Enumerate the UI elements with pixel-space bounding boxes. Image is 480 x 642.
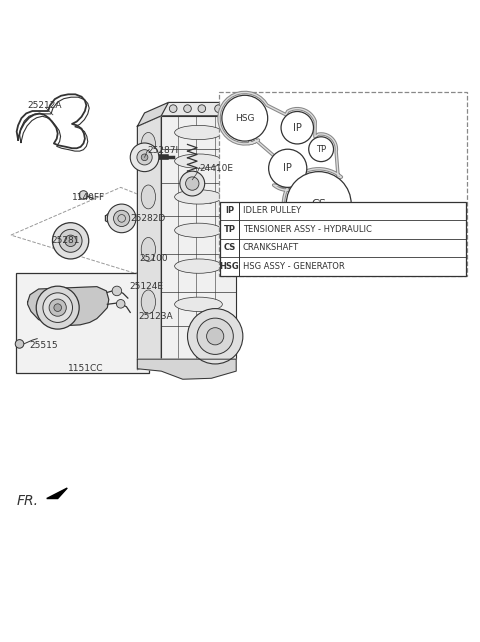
Text: IDLER PULLEY: IDLER PULLEY xyxy=(243,207,301,216)
Circle shape xyxy=(215,105,222,112)
Text: TENSIONER ASSY - HYDRAULIC: TENSIONER ASSY - HYDRAULIC xyxy=(243,225,372,234)
Ellipse shape xyxy=(141,185,156,209)
Text: TP: TP xyxy=(316,144,326,153)
Text: TP: TP xyxy=(224,225,236,234)
Polygon shape xyxy=(137,103,168,126)
Polygon shape xyxy=(28,286,109,325)
Polygon shape xyxy=(161,116,236,359)
Circle shape xyxy=(206,327,224,345)
Circle shape xyxy=(180,171,204,196)
FancyBboxPatch shape xyxy=(220,202,466,275)
Text: IP: IP xyxy=(283,163,292,173)
Text: HSG: HSG xyxy=(220,262,240,271)
Text: 25282D: 25282D xyxy=(130,214,166,223)
Circle shape xyxy=(137,150,152,165)
Circle shape xyxy=(186,177,199,190)
Ellipse shape xyxy=(175,154,222,168)
Ellipse shape xyxy=(43,293,72,322)
Text: IP: IP xyxy=(225,207,234,216)
Circle shape xyxy=(169,105,177,112)
Circle shape xyxy=(184,105,192,112)
Text: FR.: FR. xyxy=(17,494,39,508)
Polygon shape xyxy=(137,359,236,379)
Ellipse shape xyxy=(36,286,79,329)
Ellipse shape xyxy=(54,304,61,311)
Circle shape xyxy=(116,300,125,308)
Text: IP: IP xyxy=(293,123,302,133)
Text: 25212A: 25212A xyxy=(28,101,62,110)
Circle shape xyxy=(222,95,268,141)
Text: 25515: 25515 xyxy=(29,342,58,351)
Polygon shape xyxy=(137,116,161,370)
Ellipse shape xyxy=(141,132,156,157)
Circle shape xyxy=(65,235,76,247)
Circle shape xyxy=(79,191,88,199)
Circle shape xyxy=(112,286,121,296)
FancyBboxPatch shape xyxy=(16,273,149,374)
Ellipse shape xyxy=(141,290,156,314)
Circle shape xyxy=(114,211,130,227)
Text: 24410E: 24410E xyxy=(199,164,233,173)
Circle shape xyxy=(227,105,234,112)
Circle shape xyxy=(309,137,334,162)
Text: 25100: 25100 xyxy=(140,254,168,263)
Text: 1140FF: 1140FF xyxy=(72,193,105,202)
Circle shape xyxy=(52,223,89,259)
Circle shape xyxy=(286,171,351,236)
Circle shape xyxy=(130,143,159,171)
Text: 1151CC: 1151CC xyxy=(68,364,104,373)
Circle shape xyxy=(188,309,243,364)
FancyBboxPatch shape xyxy=(218,92,467,275)
Polygon shape xyxy=(106,211,135,227)
Text: CS: CS xyxy=(312,199,326,209)
Text: 25281: 25281 xyxy=(51,236,80,245)
Ellipse shape xyxy=(175,223,222,238)
Circle shape xyxy=(108,204,136,232)
Polygon shape xyxy=(47,488,67,499)
Circle shape xyxy=(281,112,313,144)
Ellipse shape xyxy=(175,125,222,140)
Ellipse shape xyxy=(49,299,66,317)
Ellipse shape xyxy=(141,238,156,261)
Ellipse shape xyxy=(175,259,222,273)
Text: 25123A: 25123A xyxy=(139,312,173,321)
Circle shape xyxy=(269,149,307,187)
Text: CS: CS xyxy=(223,243,236,252)
Polygon shape xyxy=(55,230,82,250)
Polygon shape xyxy=(161,103,236,116)
Text: HSG: HSG xyxy=(235,114,254,123)
Text: 25124E: 25124E xyxy=(129,282,163,291)
Circle shape xyxy=(198,105,205,112)
Circle shape xyxy=(141,154,148,160)
Circle shape xyxy=(59,229,82,252)
Circle shape xyxy=(197,318,233,354)
Text: 25287I: 25287I xyxy=(147,146,178,155)
Text: CRANKSHAFT: CRANKSHAFT xyxy=(243,243,299,252)
Ellipse shape xyxy=(175,297,222,311)
Text: HSG ASSY - GENERATOR: HSG ASSY - GENERATOR xyxy=(243,262,345,271)
Circle shape xyxy=(15,340,24,348)
Ellipse shape xyxy=(175,190,222,204)
